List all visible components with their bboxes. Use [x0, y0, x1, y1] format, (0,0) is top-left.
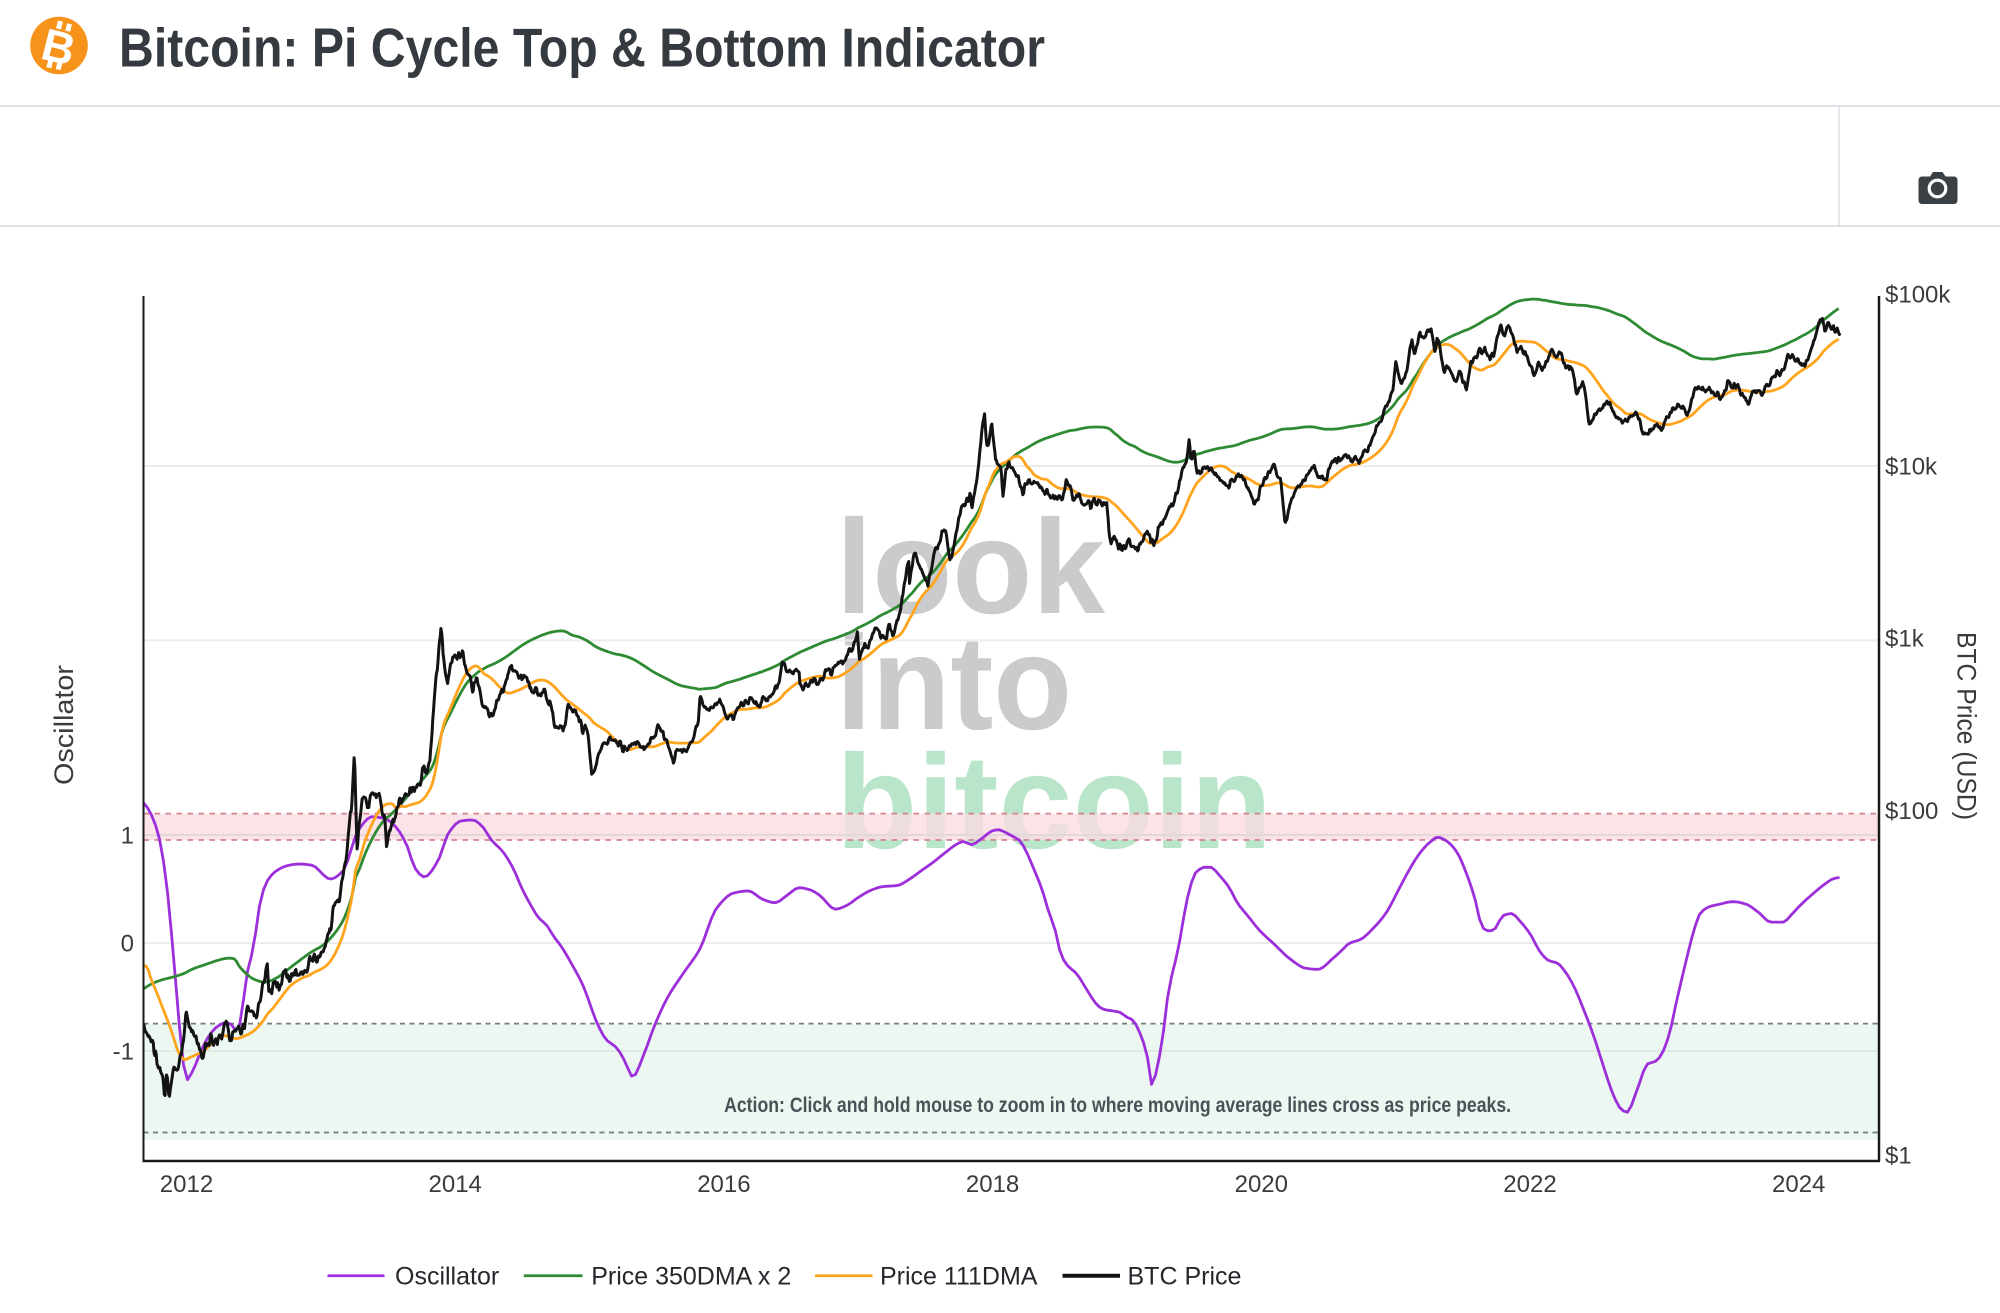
- svg-text:$1: $1: [1885, 1143, 1912, 1170]
- svg-text:bitcoin: bitcoin: [836, 728, 1272, 877]
- svg-text:2024: 2024: [1772, 1171, 1825, 1198]
- svg-text:2020: 2020: [1235, 1171, 1288, 1198]
- svg-text:$100k: $100k: [1885, 282, 1951, 309]
- svg-text:Oscillator: Oscillator: [49, 665, 79, 785]
- svg-text:2016: 2016: [697, 1171, 750, 1198]
- svg-text:0: 0: [121, 931, 134, 958]
- svg-text:Oscillator: Oscillator: [395, 1263, 499, 1291]
- svg-text:look: look: [836, 493, 1105, 642]
- svg-text:Action: Click and hold mouse t: Action: Click and hold mouse to zoom in …: [724, 1094, 1511, 1117]
- svg-text:2018: 2018: [966, 1171, 1019, 1198]
- svg-text:2012: 2012: [160, 1171, 213, 1198]
- svg-text:-1: -1: [113, 1039, 134, 1066]
- svg-text:Price 350DMA x 2: Price 350DMA x 2: [591, 1263, 791, 1291]
- svg-text:Bitcoin: Pi Cycle Top & Bottom: Bitcoin: Pi Cycle Top & Bottom Indicator: [119, 17, 1045, 79]
- svg-text:1: 1: [121, 823, 134, 850]
- svg-text:2014: 2014: [429, 1171, 482, 1198]
- svg-text:2022: 2022: [1503, 1171, 1556, 1198]
- svg-text:$1k: $1k: [1885, 626, 1925, 653]
- svg-text:$10k: $10k: [1885, 454, 1938, 481]
- svg-text:Price 111DMA: Price 111DMA: [880, 1263, 1038, 1291]
- svg-text:BTC Price (USD): BTC Price (USD): [1952, 632, 1982, 820]
- svg-text:$100: $100: [1885, 798, 1938, 825]
- svg-text:into: into: [836, 609, 1072, 758]
- svg-text:BTC Price: BTC Price: [1128, 1263, 1242, 1291]
